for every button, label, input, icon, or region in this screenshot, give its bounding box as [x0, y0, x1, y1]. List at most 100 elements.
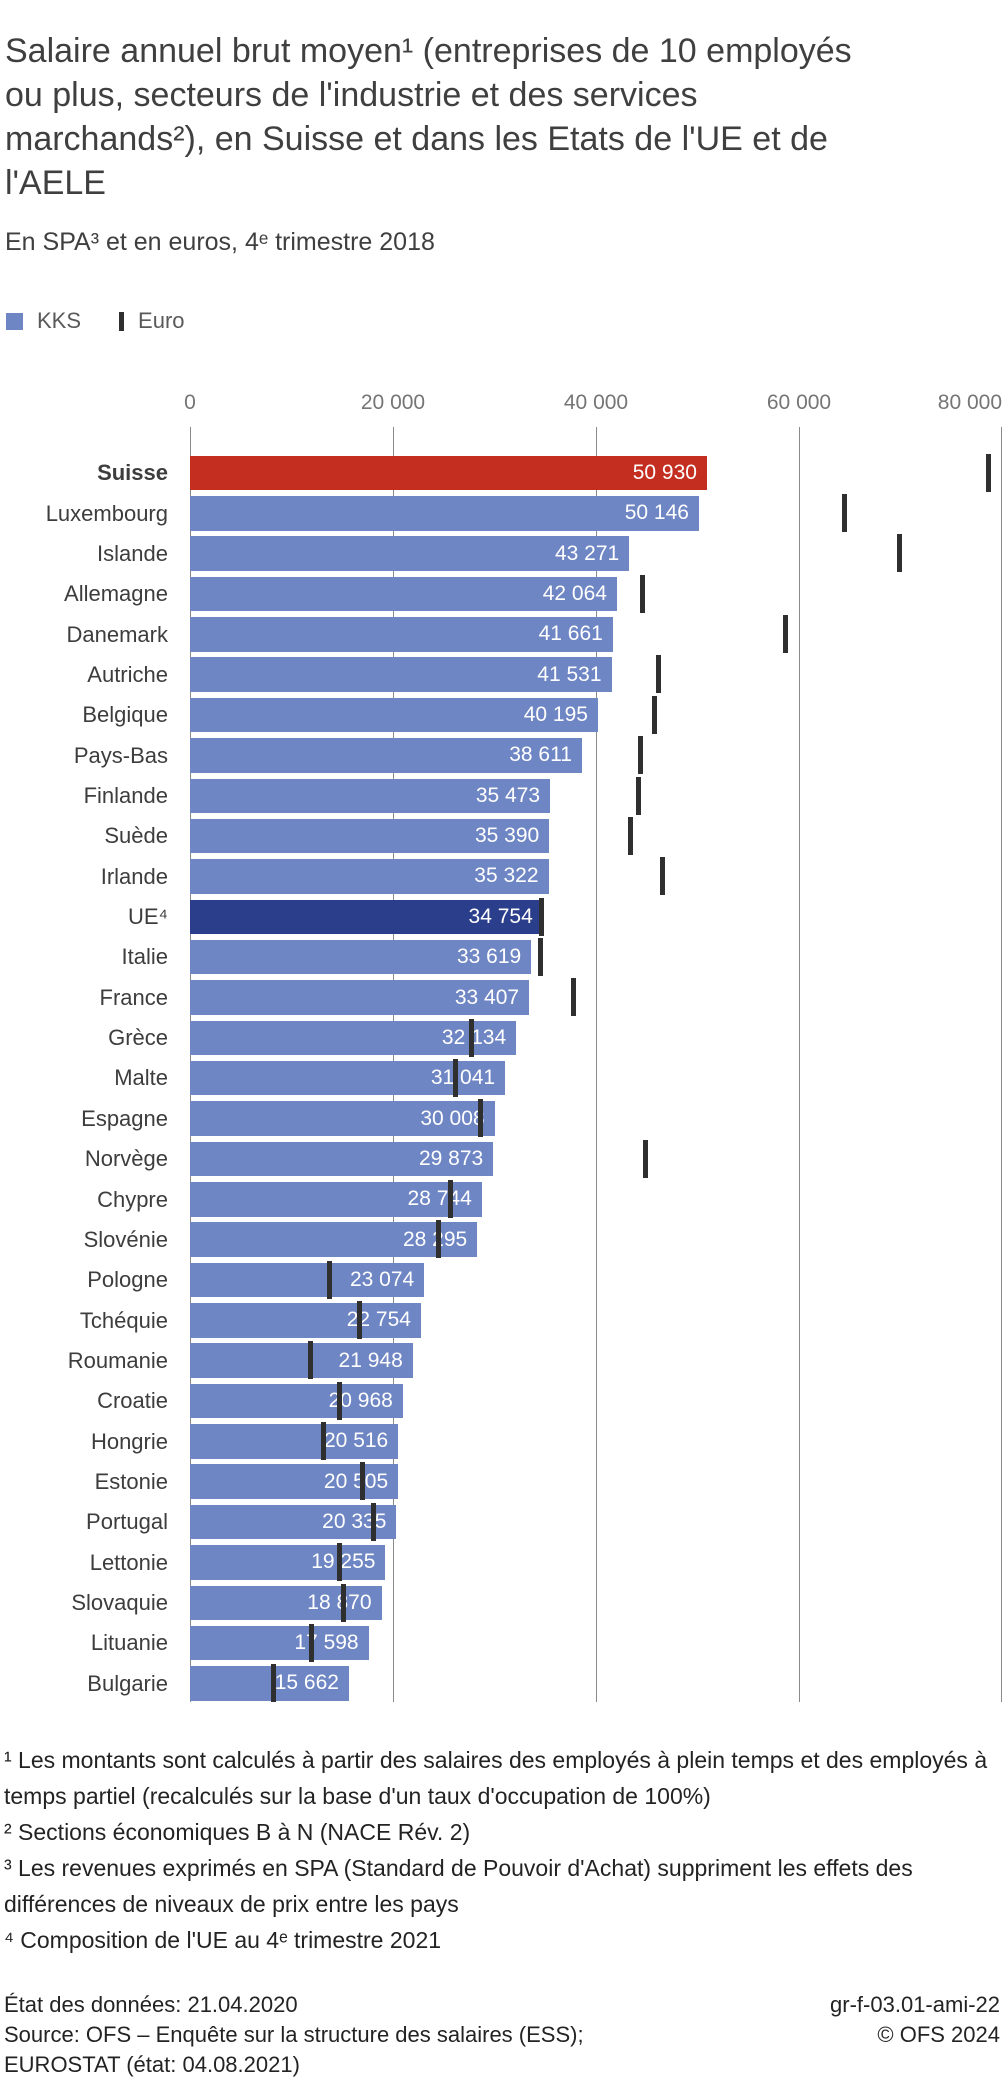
country-label: Finlande [83, 783, 168, 808]
chart-row: Slovaquie 18 870 [71, 1583, 1002, 1624]
euro-tick [783, 615, 789, 654]
value-label: 35 322 [474, 864, 539, 888]
euro-tick [660, 857, 666, 896]
kks-legend-label: KKS [37, 308, 82, 333]
kks-bar: 15 662 [190, 1666, 349, 1701]
copyright-notice: © OFS 2024 [877, 2022, 1000, 2047]
kks-bar: 21 948 [190, 1343, 413, 1378]
value-label: 35 473 [475, 783, 541, 807]
page-title: Salaire annuel brut moyen¹ (entreprises … [5, 31, 852, 202]
chart-row: Luxembourg 50 146 [46, 493, 1002, 534]
euro-tick [643, 1139, 649, 1178]
axis-tick-label: 80 000 [937, 391, 1002, 414]
kks-bar: 18 870 [190, 1585, 382, 1620]
value-label: 19 255 [311, 1550, 376, 1574]
value-label: 28 744 [407, 1187, 472, 1211]
kks-bar: 35 390 [190, 818, 550, 854]
country-label: Norvège [84, 1146, 168, 1172]
chart-row: Bulgarie 15 662 [87, 1663, 1002, 1704]
euro-tick [986, 453, 992, 492]
chart-reference-code: gr-f-03.01-ami-22 [830, 1992, 1000, 2017]
data-status-line: État des données: 21.04.2020 [4, 1992, 298, 2017]
country-label: Roumanie [67, 1347, 168, 1373]
chart-row: Autriche 41 531 [87, 654, 1002, 695]
kks-bar: 19 255 [190, 1545, 386, 1580]
country-label: Islande [97, 540, 168, 566]
euro-tick [640, 574, 646, 613]
country-label: Pologne [87, 1267, 168, 1293]
country-label: Tchéquie [79, 1307, 168, 1333]
euro-tick [477, 1099, 483, 1138]
country-label: Portugal [86, 1509, 168, 1535]
value-label: 35 390 [474, 824, 540, 848]
footnote: ¹ Les montants sont calculés à partir de… [4, 1747, 988, 1809]
euro-tick [537, 937, 543, 976]
chart-row: Tchéquie 22 754 [80, 1300, 1002, 1341]
chart-row: Grèce 32 134 [108, 1018, 1002, 1059]
kks-legend-swatch-icon [6, 312, 23, 330]
kks-bar: 40 195 [190, 697, 598, 733]
euro-tick [371, 1502, 377, 1541]
chart-row: Pays-Bas 38 611 [74, 735, 1002, 776]
footnote: ⁴ Composition de l'UE au 4ᵉ trimestre 20… [4, 1927, 442, 1953]
euro-tick [571, 978, 577, 1017]
country-label: Hongrie [90, 1428, 168, 1454]
chart-row: Suisse 50 930 [97, 453, 1002, 494]
footer-reference-block: gr-f-03.01-ami-22 © OFS 2024 [830, 1990, 1000, 2080]
value-label: 23 074 [349, 1267, 415, 1291]
source-line-2: EUROSTAT (état: 04.08.2021) [4, 2052, 300, 2077]
value-label: 21 948 [338, 1348, 403, 1372]
kks-bar: 41 661 [190, 617, 613, 652]
chart-row: Italie 33 619 [122, 937, 1002, 978]
chart-row: Norvège 29 873 [85, 1139, 1002, 1180]
euro-tick [468, 1018, 474, 1057]
value-label: 40 195 [523, 703, 588, 727]
kks-bar: 29 873 [190, 1141, 494, 1177]
euro-tick [309, 1623, 315, 1662]
country-label: Belgique [82, 702, 168, 728]
kks-bar: 20 335 [190, 1504, 397, 1540]
kks-bar: 42 064 [190, 576, 617, 612]
chart-row: Danemark 41 661 [67, 614, 1002, 655]
kks-bar: 28 744 [190, 1182, 482, 1217]
country-label: Luxembourg [45, 500, 168, 526]
value-label: 15 662 [274, 1671, 339, 1695]
country-label: Slovaquie [71, 1590, 168, 1615]
chart-row: Estonie 20 505 [95, 1461, 1002, 1502]
country-label: Lituanie [90, 1630, 168, 1656]
country-label: Allemagne [64, 581, 168, 607]
kks-bar: 20 516 [190, 1424, 399, 1459]
footer-source-block: État des données: 21.04.2020 Source: OFS… [4, 1990, 584, 2080]
kks-bar: 20 505 [190, 1464, 399, 1499]
value-label: 17 598 [294, 1631, 359, 1655]
value-label: 33 619 [456, 945, 522, 969]
x-axis-tick-labels: 0 20 000 40 000 60 000 80 000 [184, 391, 1002, 417]
value-label: 20 968 [328, 1389, 393, 1412]
chart-row: France 33 407 [100, 977, 1002, 1018]
country-label: Espagne [81, 1105, 168, 1131]
country-label: Irlande [100, 863, 168, 889]
value-label: 38 611 [509, 743, 572, 767]
chart-row: Islande 43 271 [97, 533, 1002, 574]
country-label: Pays-Bas [73, 742, 168, 768]
euro-tick [842, 494, 848, 533]
kks-bar: 38 611 [190, 738, 582, 773]
kks-bar: 33 619 [190, 939, 532, 975]
chart-row: Allemagne 42 064 [64, 574, 1002, 615]
euro-tick [336, 1381, 342, 1420]
value-label: 20 505 [323, 1469, 389, 1493]
axis-tick-label: 60 000 [766, 391, 832, 414]
value-label: 29 873 [418, 1146, 484, 1170]
chart-row: Suède 35 390 [104, 816, 1002, 857]
value-label: 34 754 [468, 904, 533, 928]
gridline [596, 427, 597, 1702]
country-label: Suisse [97, 460, 168, 486]
value-label: 18 870 [307, 1590, 372, 1614]
kks-bar: 35 322 [190, 859, 549, 894]
euro-legend-label: Euro [138, 308, 185, 333]
kks-bar: 41 531 [190, 657, 612, 692]
kks-bar: 34 754 [190, 899, 543, 935]
kks-bar: 33 407 [190, 980, 530, 1015]
bar-chart-plot-area: Suisse 50 930 Luxembourg 50 146 Islande 43 27… [46, 427, 1002, 1704]
